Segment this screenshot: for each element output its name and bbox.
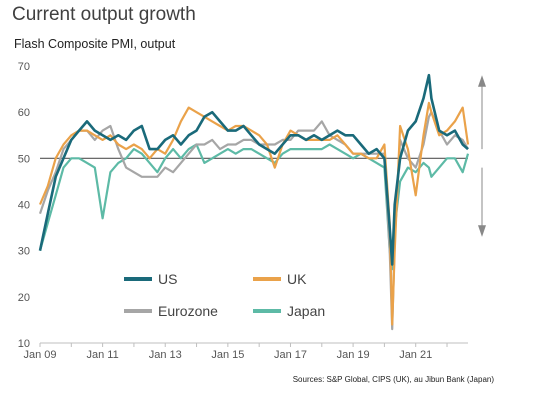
arrow-up-head — [478, 75, 486, 87]
y-axis: 10 20 30 40 50 60 70 — [18, 61, 30, 350]
y-tick-label: 70 — [18, 61, 30, 73]
series-line-us — [38, 73, 469, 266]
series-lines — [38, 73, 470, 331]
source-note: Sources: S&P Global, CIPS (UK), au Jibun… — [292, 375, 494, 384]
y-tick-label: 20 — [18, 292, 30, 304]
range-arrow — [478, 75, 486, 237]
x-tick-label: Jan 15 — [211, 349, 244, 361]
x-tick-label: Jan 11 — [87, 349, 119, 361]
y-tick-label: 40 — [18, 200, 30, 212]
legend-label-eurozone: Eurozone — [158, 303, 218, 319]
x-tick-label: Jan 21 — [399, 349, 432, 361]
x-tick-label: Jan 09 — [23, 349, 56, 361]
series-line-uk — [38, 101, 470, 326]
x-tick-label: Jan 13 — [149, 349, 182, 361]
x-tick-label: Jan 17 — [274, 349, 307, 361]
legend-label-us: US — [158, 271, 177, 287]
chart-title: Current output growth — [12, 4, 196, 25]
series-line-japan — [38, 143, 470, 271]
arrow-down-head — [478, 225, 486, 237]
y-axis-label: Flash Composite PMI, output — [14, 37, 176, 51]
x-axis: Jan 09 Jan 11 Jan 13 Jan 15 Jan 17 Jan 19 Jan … — [23, 342, 468, 361]
legend-label-uk: UK — [287, 271, 307, 287]
y-tick-label: 60 — [18, 107, 30, 119]
legend: US UK Eurozone Japan — [124, 271, 325, 319]
x-tick-label: Jan 19 — [337, 349, 370, 361]
y-tick-label: 50 — [18, 153, 30, 165]
y-tick-label: 10 — [18, 338, 30, 350]
y-tick-label: 30 — [18, 246, 30, 258]
legend-label-japan: Japan — [287, 303, 325, 319]
